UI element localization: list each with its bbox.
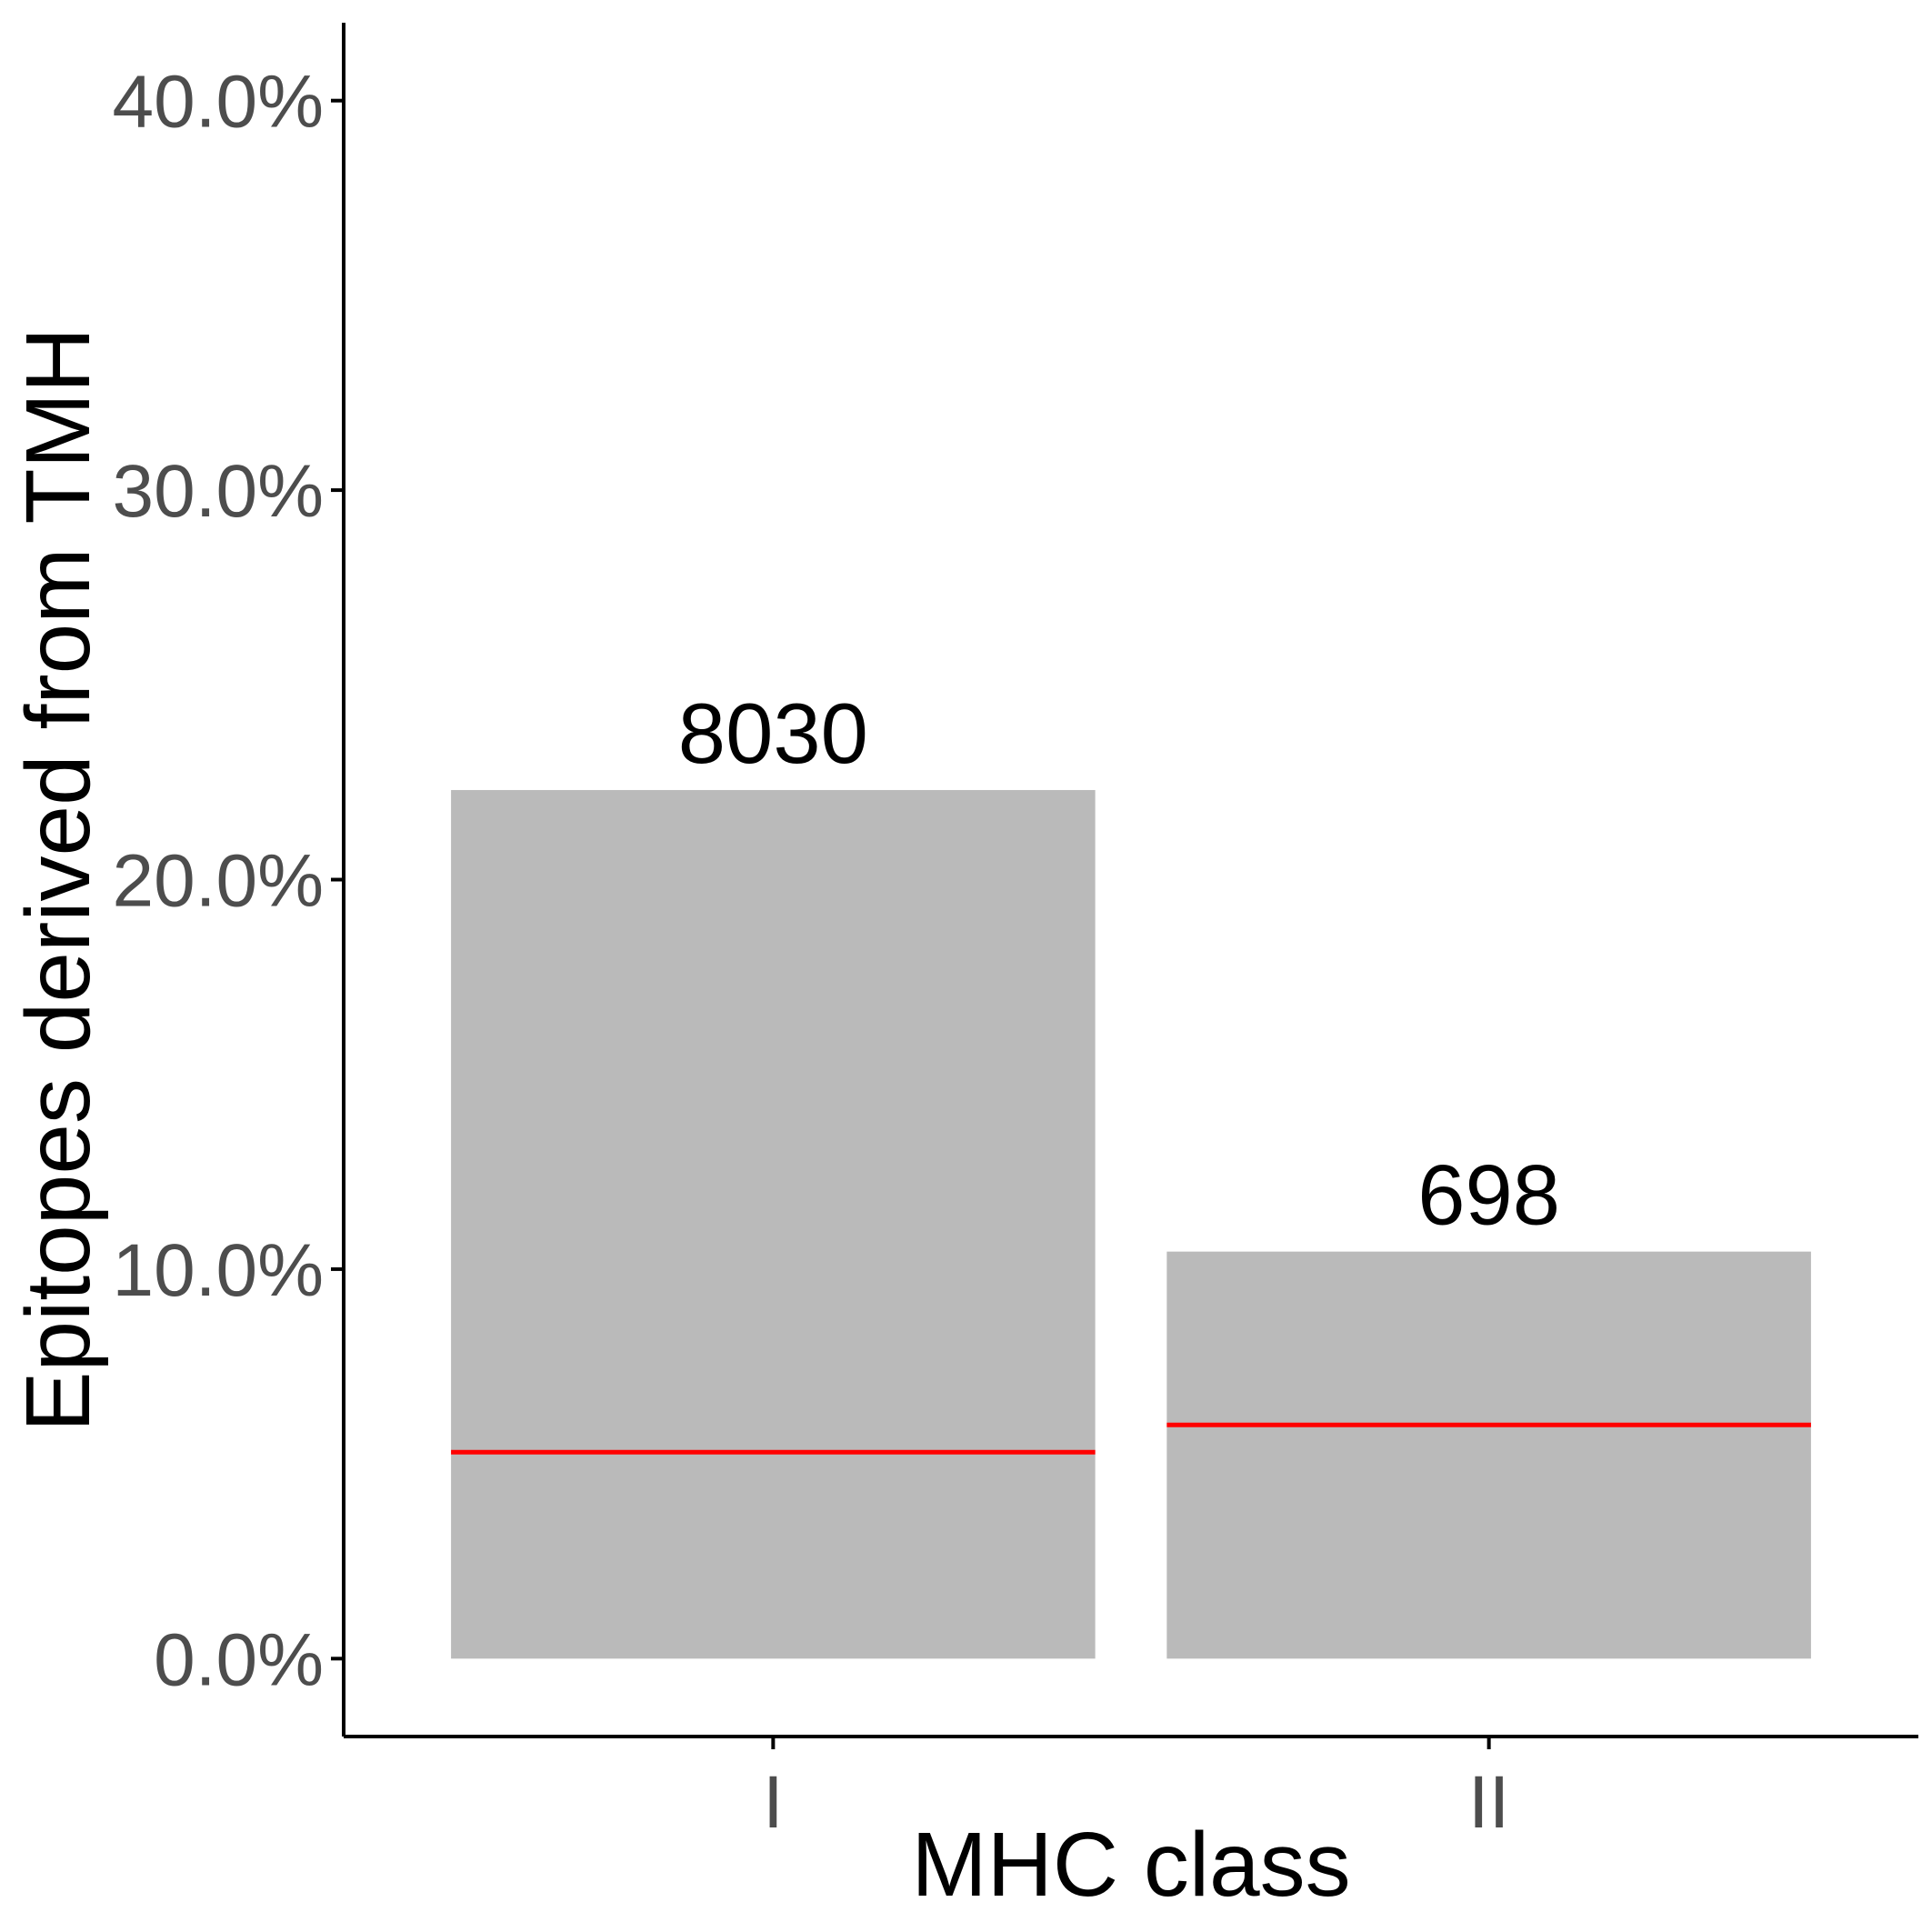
y-tick-label: 40.0% xyxy=(112,61,324,144)
x-tick-label: I xyxy=(763,1761,784,1844)
x-ticks: I II xyxy=(763,1737,1509,1844)
y-ticks: 0.0% 10.0% 20.0% 30.0% 40.0% xyxy=(112,61,344,1701)
bar-label-II: 698 xyxy=(1417,1147,1560,1243)
y-tick-label: 10.0% xyxy=(112,1229,324,1312)
bar-label-I: 8030 xyxy=(678,686,868,781)
x-axis-title: MHC class xyxy=(911,1814,1350,1916)
x-tick-label: II xyxy=(1468,1761,1510,1844)
y-tick-label: 30.0% xyxy=(112,450,324,533)
y-tick-label: 20.0% xyxy=(112,840,324,923)
bar-I xyxy=(451,789,1096,1659)
y-tick-label: 0.0% xyxy=(154,1618,324,1701)
bars-layer xyxy=(451,789,1811,1659)
y-axis-title: Epitopes derived from TMH xyxy=(7,327,109,1432)
bar-II xyxy=(1166,1251,1811,1659)
bar-labels-layer: 8030 698 xyxy=(678,686,1560,1243)
reference-lines-layer xyxy=(451,1422,1811,1455)
